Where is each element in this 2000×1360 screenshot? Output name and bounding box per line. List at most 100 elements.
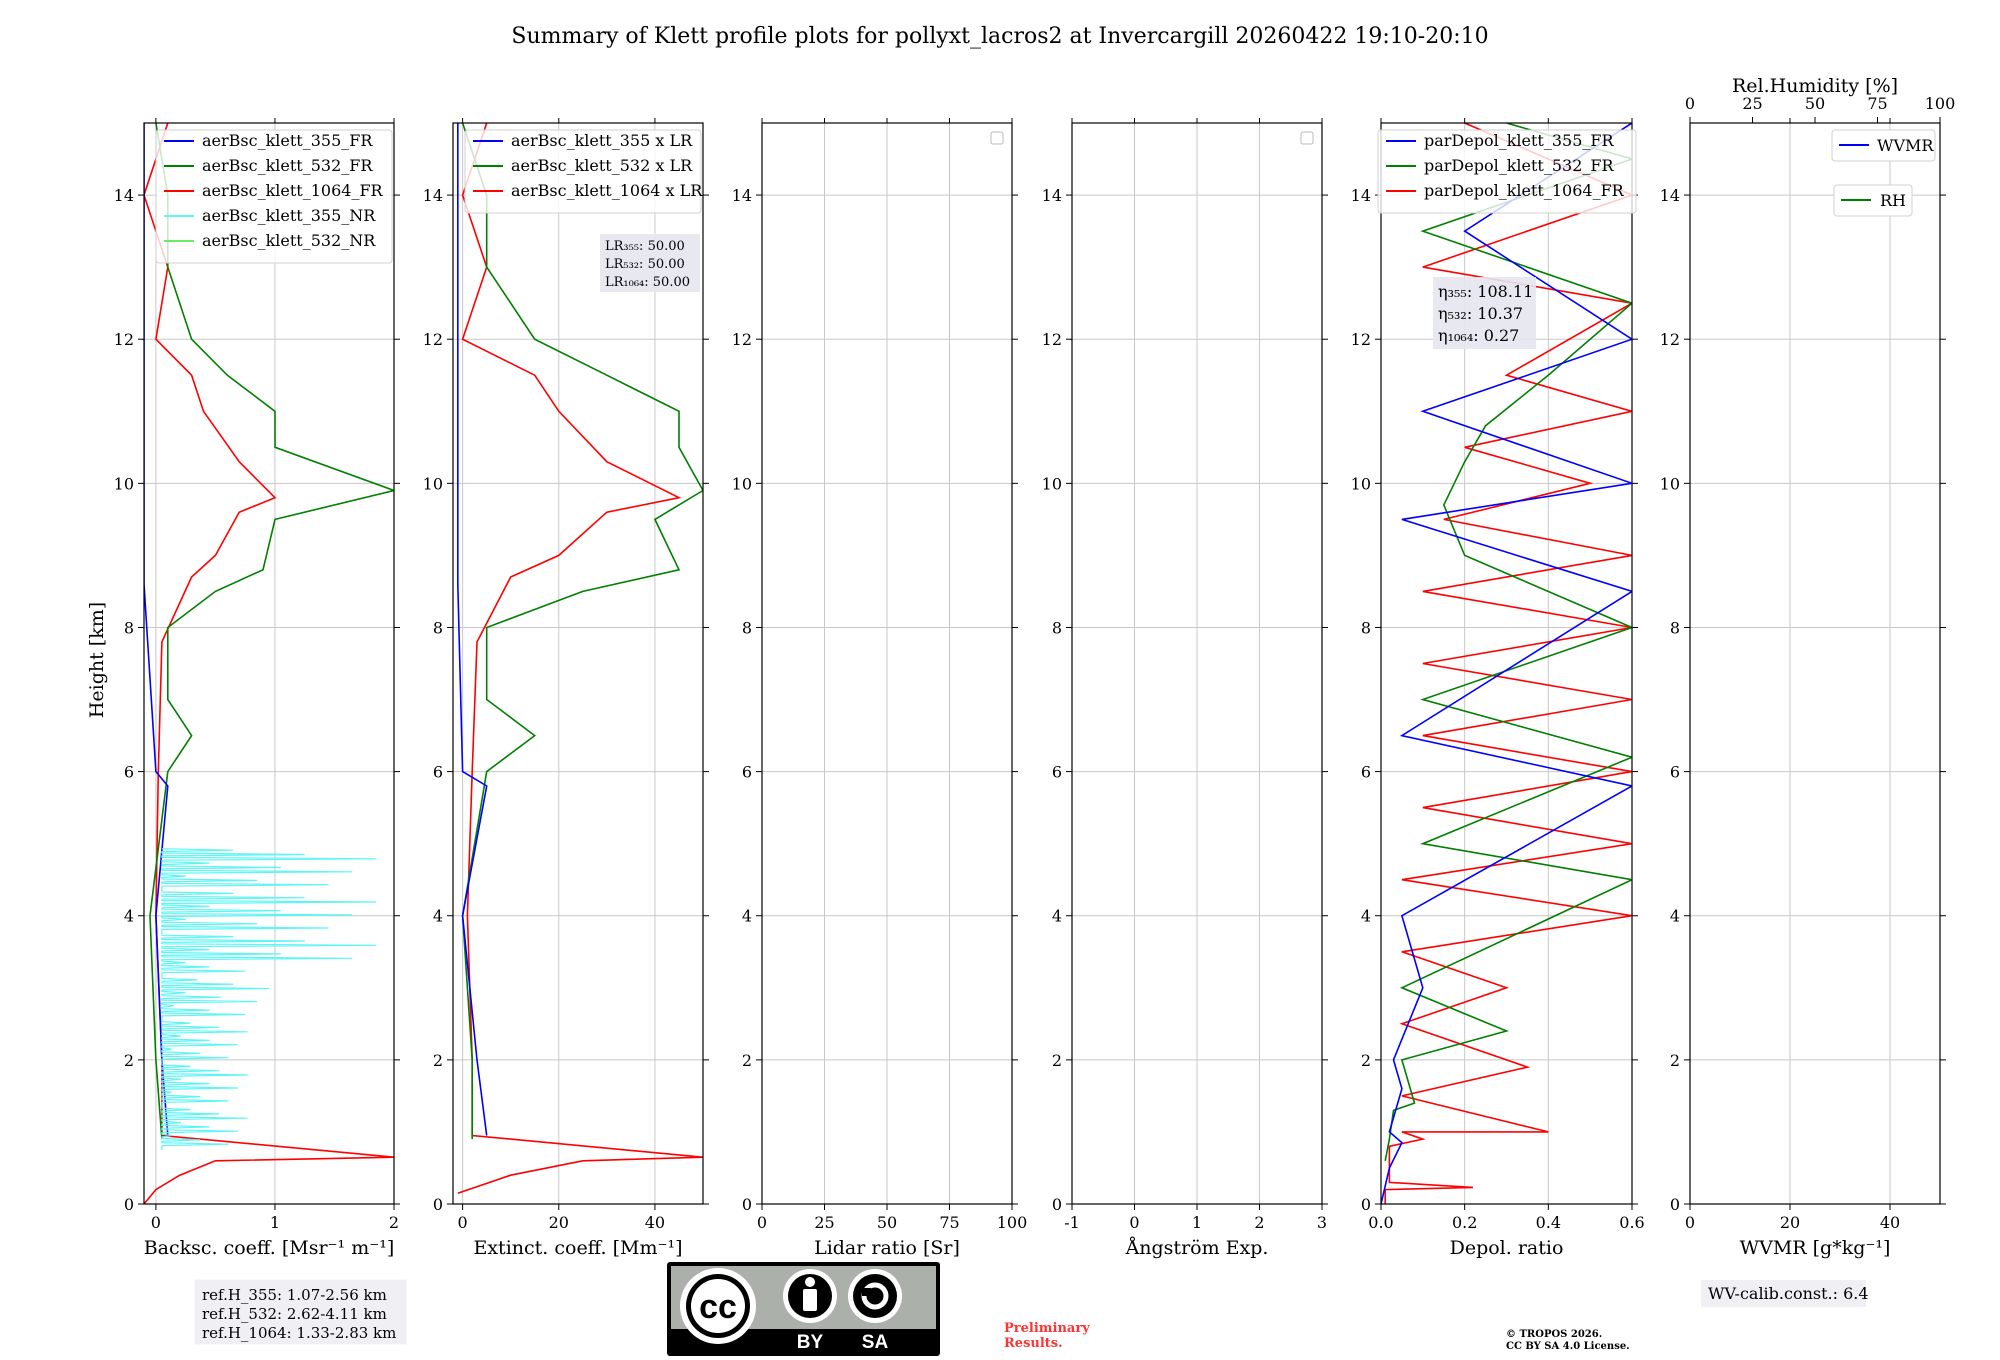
x-tick-label: 0.0 <box>1368 1213 1393 1232</box>
y-tick-label: 0 <box>1361 1195 1371 1214</box>
x-tick-label: 3 <box>1317 1213 1327 1232</box>
x-tick-label: 0 <box>1685 1213 1695 1232</box>
preliminary-line-2: Results. <box>1004 1336 1063 1351</box>
lr-text: LR₅₃₂: 50.00 <box>605 257 685 272</box>
y-tick-label: 10 <box>1351 474 1371 493</box>
x-tick-label: 0.4 <box>1536 1213 1561 1232</box>
x-tick-label: 0 <box>458 1213 468 1232</box>
y-tick-label: 8 <box>124 618 134 637</box>
y-tick-label: 8 <box>433 618 443 637</box>
x-axis-label: Ångström Exp. <box>1125 1237 1269 1259</box>
lidar-ratio-annotation: LR₃₅₅: 50.00 LR₅₃₂: 50.00 LR₁₀₆₄: 50.00 <box>600 234 700 292</box>
panels: 0 1 2 0 2 4 6 8 10 12 14 Backsc. coeff. [Msr⁻¹ m⁻¹]… <box>114 75 1956 1259</box>
y-tick-label: 4 <box>742 907 752 926</box>
x-tick-label: 0.6 <box>1619 1213 1644 1232</box>
series-1064 <box>457 123 703 1194</box>
y-tick-label: 0 <box>742 1195 752 1214</box>
legend-label: aerBsc_klett_532_NR <box>202 231 376 250</box>
wv-calib-box: WV-calib.const.: 6.4 <box>1701 1280 1869 1307</box>
y-tick-label: 12 <box>423 330 443 349</box>
ref-h-532: ref.H_532: 2.62-4.11 km <box>202 1305 387 1323</box>
eta-text: η₅₃₂: 10.37 <box>1438 304 1523 323</box>
y-tick-label: 10 <box>1660 474 1680 493</box>
series-532 <box>1384 123 1632 1161</box>
legend: aerBsc_klett_355_FR aerBsc_klett_532_FRae… <box>155 129 393 264</box>
y-axis-label: Height [km] <box>86 602 108 718</box>
eta-annotation: η₃₅₅: 108.11 η₅₃₂: 10.37 η₁₀₆₄: 0.27 <box>1433 277 1536 349</box>
panel-wvmr: 0 20 40 0 2 4 6 8 10 12 14 WVMR [g*kg⁻¹] 0 25 50 75 100 R… <box>1660 75 1956 1259</box>
eta-text: η₁₀₆₄: 0.27 <box>1438 326 1519 345</box>
y-tick-label: 6 <box>1670 763 1680 782</box>
ref-h-1064: ref.H_1064: 1.33-2.83 km <box>202 1324 396 1342</box>
y-tick-label: 4 <box>1052 907 1062 926</box>
y-tick-label: 4 <box>1670 907 1680 926</box>
top-x-tick-label: 100 <box>1925 94 1956 113</box>
copyright-note: © TROPOS 2026. CC BY SA 4.0 License. <box>1506 1329 1630 1352</box>
series-aerBsc_klett_532_FR <box>149 123 394 1140</box>
top-x-tick-label: 0 <box>1685 94 1695 113</box>
y-tick-label: 14 <box>423 186 443 205</box>
x-tick-label: 2 <box>1254 1213 1264 1232</box>
series-aerBsc_klett_355_NR <box>161 848 377 1150</box>
legend-box <box>1377 129 1637 214</box>
empty-legend-icon <box>990 131 1004 145</box>
sa-label: SA <box>862 1332 889 1353</box>
lr-text: LR₃₅₅: 50.00 <box>605 239 685 254</box>
x-axis-label: WVMR [g*kg⁻¹] <box>1740 1237 1891 1259</box>
x-axis-label: Depol. ratio <box>1450 1237 1564 1259</box>
y-tick-label: 10 <box>423 474 443 493</box>
nr-series-spikes <box>161 848 377 1150</box>
y-tick-label: 4 <box>124 907 134 926</box>
annotation-box <box>600 234 700 292</box>
x-tick-label: 75 <box>939 1213 959 1232</box>
top-x-axis-label: Rel.Humidity [%] <box>1732 75 1898 97</box>
panel-extinction: 0 20 40 0 2 4 6 8 10 12 14 Extinct. coeff. [Mm⁻¹] ae… <box>423 118 709 1259</box>
legend-label: parDepol_klett_1064_FR <box>1424 181 1625 200</box>
legend: parDepol_klett_355_FR parDepol_klett_532_… <box>1377 129 1637 214</box>
x-tick-label: 50 <box>877 1213 897 1232</box>
legend-label: parDepol_klett_532_FR <box>1424 156 1615 175</box>
x-tick-label: 0 <box>151 1213 161 1232</box>
y-tick-label: 8 <box>1361 618 1371 637</box>
y-tick-label: 0 <box>1052 1195 1062 1214</box>
y-tick-label: 8 <box>742 618 752 637</box>
series-group <box>144 123 394 1204</box>
series-1064 <box>1384 123 1632 1204</box>
series-aerBsc_klett_355_FR <box>144 123 169 1136</box>
cc-text: cc <box>699 1288 737 1326</box>
legend-box <box>155 129 393 264</box>
lr-text: LR₁₀₆₄: 50.00 <box>605 275 690 290</box>
y-tick-label: 2 <box>1361 1051 1371 1070</box>
top-x-tick-label: 75 <box>1867 94 1887 113</box>
series-355 <box>1381 123 1632 1204</box>
x-tick-label: 25 <box>814 1213 834 1232</box>
y-tick-label: 6 <box>433 763 443 782</box>
y-tick-label: 10 <box>1042 474 1062 493</box>
y-tick-label: 6 <box>742 763 752 782</box>
x-tick-label: 0 <box>1129 1213 1139 1232</box>
x-tick-label: 2 <box>389 1213 399 1232</box>
legend-label: WVMR <box>1877 136 1934 155</box>
x-axis-label: Extinct. coeff. [Mm⁻¹] <box>473 1237 682 1259</box>
eta-text: η₃₅₅: 108.11 <box>1438 282 1533 301</box>
y-tick-label: 6 <box>124 763 134 782</box>
y-tick-label: 12 <box>732 330 752 349</box>
y-tick-label: 10 <box>114 474 134 493</box>
legend: WVMR RH <box>1831 129 1936 217</box>
y-tick-label: 8 <box>1052 618 1062 637</box>
y-tick-label: 0 <box>433 1195 443 1214</box>
y-tick-label: 2 <box>1670 1051 1680 1070</box>
legend-label: aerBsc_klett_1064 x LR <box>511 181 703 200</box>
ref-height-box: ref.H_355: 1.07-2.56 km ref.H_532: 2.62-… <box>194 1279 407 1345</box>
x-axis-label: Backsc. coeff. [Msr⁻¹ m⁻¹] <box>144 1237 395 1259</box>
y-tick-label: 12 <box>114 330 134 349</box>
panel-depol: 0.0 0.2 0.4 0.6 0 2 4 6 8 10 12 14 Depol. ratio parDe… <box>1351 118 1645 1259</box>
preliminary-note: Preliminary Results. <box>1004 1321 1090 1351</box>
y-tick-label: 12 <box>1042 330 1062 349</box>
legend-label: RH <box>1880 191 1906 210</box>
annotation-box <box>1433 277 1536 349</box>
y-tick-label: 14 <box>114 186 134 205</box>
